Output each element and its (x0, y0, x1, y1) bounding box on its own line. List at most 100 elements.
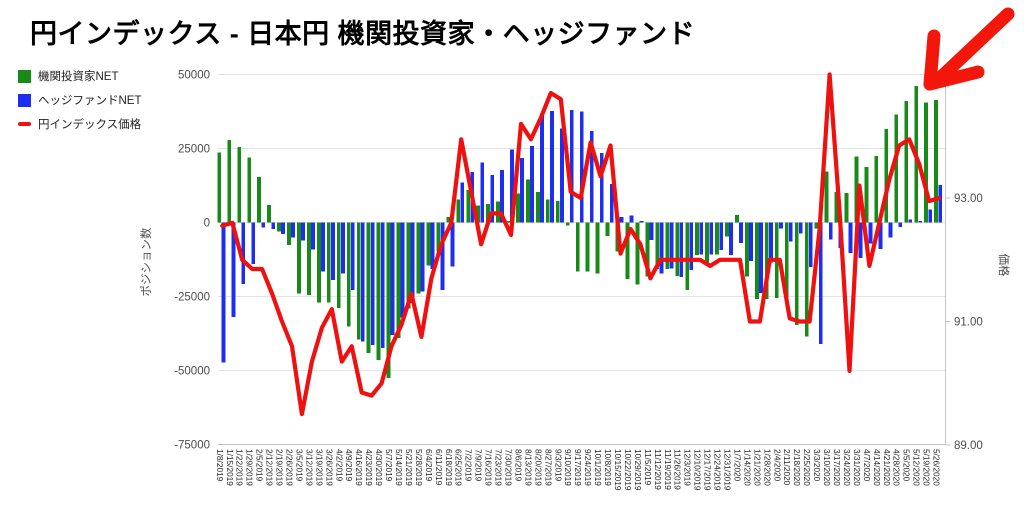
hedgefund-bar (888, 222, 893, 238)
hedgefund-bar (231, 222, 236, 317)
x-axis-date-label: 4/21/2020 (882, 449, 892, 486)
legend-label: 円インデックス価格 (38, 119, 142, 131)
institutional-bar (277, 222, 281, 232)
hedgefund-bar (430, 222, 435, 270)
right-axis-tick-label: 91.00 (954, 317, 983, 329)
legend-item-1: ヘッジファンドNET (18, 88, 142, 112)
hedgefund-bar (739, 222, 743, 244)
x-axis-date-label: 10/8/2019 (603, 449, 613, 486)
hedgefund-bar (540, 113, 544, 223)
x-axis-date-label: 5/21/2019 (404, 449, 414, 486)
x-axis-date-label: 5/7/2019 (384, 449, 394, 482)
chart-legend: 機関投資家NET ヘッジファンドNET 円インデックス価格 (18, 64, 142, 136)
hedgefund-bar (221, 222, 226, 363)
x-axis-date-label: 5/5/2020 (902, 449, 912, 482)
left-axis-title: ポジション数 (139, 227, 153, 296)
x-axis-date-label: 7/9/2019 (474, 449, 484, 482)
hedgefund-bar (928, 209, 933, 223)
institutional-bar (336, 222, 341, 309)
x-axis-date-label: 1/21/2020 (752, 449, 762, 486)
hedgefund-bar (749, 222, 753, 261)
hedgefund-bar (490, 175, 495, 223)
left-axis-tick-label: 50000 (178, 70, 210, 82)
institutional-bar (237, 147, 242, 223)
x-axis-date-label: 5/28/2019 (414, 449, 424, 486)
institutional-bar (655, 222, 660, 270)
institutional-bar (466, 190, 471, 223)
hedgefund-bar (301, 222, 305, 241)
institutional-bar (326, 222, 331, 303)
red-arrow-annotation (923, 7, 1015, 91)
institutional-bar (804, 222, 809, 337)
hedgefund-bar (729, 222, 734, 255)
institutional-bar (725, 222, 729, 237)
x-axis-date-label: 6/11/2019 (434, 449, 444, 486)
institutional-net-bars (217, 85, 938, 379)
x-axis-date-label: 12/3/2019 (683, 449, 693, 486)
x-axis-date-label: 4/28/2020 (892, 449, 902, 486)
x-axis-date-label: 2/11/2020 (782, 449, 792, 486)
legend-item-2: 円インデックス価格 (18, 112, 142, 136)
institutional-bar (745, 222, 749, 277)
institutional-bar (575, 222, 580, 272)
institutional-bar (635, 222, 640, 285)
left-axis-tick-label: 0 (204, 218, 210, 230)
hedgefund-bar (579, 111, 584, 223)
hedgefund-bar (938, 184, 943, 223)
legend-label: 機関投資家NET (38, 71, 119, 83)
institutional-bar (834, 191, 839, 223)
hedgefund-bar (589, 130, 594, 223)
institutional-bar (516, 193, 520, 223)
hedgefund-bar (918, 221, 923, 223)
hedgefund-bar (679, 222, 684, 278)
institutional-bar (695, 222, 700, 255)
hedgefund-bar (778, 222, 783, 229)
x-axis-date-label: 2/25/2020 (802, 449, 812, 486)
legend-line-swatch (18, 122, 31, 126)
institutional-bar (396, 222, 401, 339)
x-axis-date-label: 12/10/2019 (693, 449, 703, 491)
hedgefund-bar (410, 222, 415, 304)
legend-label: ヘッジファンドNET (38, 95, 142, 107)
institutional-bar (854, 156, 859, 223)
x-axis-date-label: 4/9/2019 (344, 449, 354, 482)
institutional-bar (386, 222, 391, 379)
x-axis-date-label: 4/14/2020 (872, 449, 882, 486)
price-line (220, 72, 942, 417)
institutional-bar (794, 222, 799, 325)
hedgefund-bar (480, 162, 485, 223)
left-axis-labels: 50000 25000 0 -25000 -50000 -75000 (174, 70, 210, 452)
x-axis-date-label: 1/22/2019 (235, 449, 245, 486)
x-axis-date-label: 9/24/2019 (583, 449, 593, 486)
x-axis-date-label: 3/24/2020 (842, 449, 852, 486)
hedgefund-bar (550, 110, 554, 223)
x-axis-date-label: 5/26/2020 (932, 449, 942, 486)
hedgefund-bar (440, 222, 445, 290)
institutional-bar (585, 222, 590, 272)
x-axis-date-label: 7/30/2019 (503, 449, 513, 486)
hedgefund-bar (271, 222, 276, 230)
hedgefund-bar (520, 157, 524, 223)
x-axis-date-label: 8/13/2019 (523, 449, 533, 486)
hedgefund-bar (858, 222, 863, 259)
right-axis-labels: 93.00 91.00 89.00 (954, 193, 983, 452)
hedgefund-bar (500, 170, 505, 223)
hedgefund-bar (261, 222, 266, 228)
x-axis-date-label: 3/31/2020 (852, 449, 862, 486)
hedgefund-bar (639, 221, 644, 223)
x-axis-date-label: 7/16/2019 (484, 449, 494, 486)
hedgefund-bar (599, 152, 604, 223)
hedgefund-bar (898, 222, 903, 227)
hedgefund-bar (619, 216, 624, 223)
x-axis-date-label: 11/19/2019 (663, 449, 673, 490)
institutional-bar (764, 222, 769, 300)
x-axis-labels: 1/8/2019 1/15/2019 1/22/2019 1/29/2019 2/5/2… (215, 449, 942, 491)
hedgefund-bar (321, 222, 325, 272)
legend-square-swatch (18, 93, 31, 107)
x-axis-date-label: 11/12/2019 (653, 449, 663, 490)
x-axis-date-label: 3/5/2019 (294, 449, 304, 482)
institutional-bar (665, 222, 670, 270)
hedgefund-bar (559, 128, 564, 223)
